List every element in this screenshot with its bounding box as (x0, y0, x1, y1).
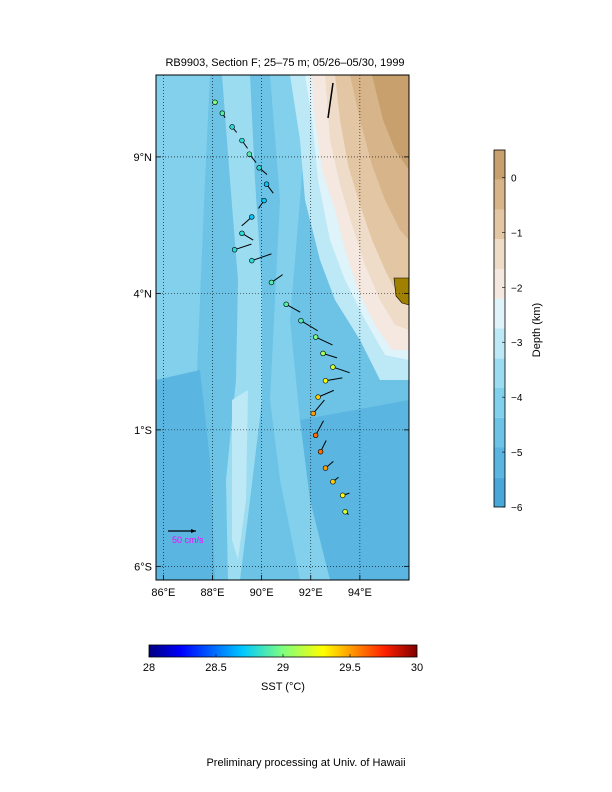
sst-point (322, 465, 329, 471)
velocity-vector (317, 389, 334, 398)
chart-title: RB9903, Section F; 25–75 m; 05/26–05/30,… (165, 57, 404, 69)
sst-tick-label: 30 (411, 662, 423, 674)
y-axis-ticks: 6°S 1°S 4°N 9°N (134, 152, 153, 573)
track-segment (327, 82, 334, 119)
depth-colorbar: 0 −1 −2 −3 −4 −5 −6 Depth (km) (493, 149, 543, 514)
depth-tick-label: −3 (511, 338, 523, 349)
x-tick-label: 86°E (151, 587, 175, 599)
x-axis-ticks: 86°E 88°E 90°E 92°E 94°E (151, 587, 371, 599)
sst-point (317, 449, 324, 455)
velocity-vector (325, 377, 343, 382)
sst-tick-label: 29 (277, 662, 289, 674)
map-frame (155, 74, 410, 581)
x-tick-label: 94°E (348, 587, 372, 599)
footer-note: Preliminary processing at Univ. of Hawai… (206, 757, 405, 769)
sst-tick-label: 29.5 (339, 662, 360, 674)
sst-point (330, 479, 336, 485)
depth-colorbar-swatch (494, 269, 505, 299)
depth-colorbar-swatch (494, 239, 505, 269)
depth-colorbar-swatch (494, 477, 505, 507)
map-gridlines (156, 75, 409, 580)
bathymetry-layer (156, 75, 409, 580)
sst-point (212, 99, 218, 105)
velocity-vector (312, 399, 325, 414)
y-tick-label: 1°S (134, 425, 152, 437)
depth-colorbar-swatch (494, 298, 505, 329)
sst-point (239, 137, 245, 144)
depth-colorbar-swatch (494, 358, 505, 388)
sst-point (261, 197, 267, 204)
sst-point (283, 301, 289, 307)
sst-point (219, 110, 226, 116)
sst-point (229, 124, 235, 130)
depth-colorbar-swatch (494, 417, 505, 448)
sst-point (322, 378, 329, 384)
depth-tick-label: −4 (511, 393, 523, 404)
sst-point (342, 509, 348, 515)
sst-point (298, 317, 304, 324)
sst-point (320, 350, 326, 357)
sst-point (312, 334, 319, 340)
velocity-vector (315, 336, 333, 346)
velocity-vector (251, 253, 272, 262)
x-tick-label: 90°E (250, 587, 274, 599)
depth-colorbar-swatch (494, 179, 505, 210)
sst-point (339, 492, 346, 499)
sst-colorbar-label: SST (°C) (261, 681, 305, 693)
sst-point (330, 364, 336, 370)
x-tick-label: 92°E (299, 587, 323, 599)
sst-point (231, 247, 238, 253)
depth-tick-label: −6 (511, 503, 523, 514)
depth-colorbar-swatch (494, 447, 505, 478)
sst-point (315, 394, 321, 400)
depth-colorbar-swatch (494, 388, 505, 418)
depth-colorbar-swatch (494, 209, 505, 240)
velocity-vector (332, 366, 350, 374)
depth-colorbar-frame (493, 149, 506, 508)
scale-arrow-label: 50 cm/s (172, 535, 204, 545)
sst-point (249, 214, 255, 220)
sst-point (249, 257, 255, 264)
depth-tick-label: −2 (511, 283, 523, 294)
sst-point (310, 410, 316, 417)
velocity-vector (234, 243, 252, 251)
scale-arrow: 50 cm/s (168, 529, 204, 545)
map-panel: 86°E 88°E 90°E 92°E 94°E 6°S 1°S 4°N 9°N 50 cm/… (134, 74, 410, 599)
velocity-vector (300, 320, 318, 332)
x-tick-label: 88°E (201, 587, 225, 599)
depth-tick-label: −5 (511, 448, 523, 459)
y-tick-label: 6°S (134, 561, 152, 573)
sst-point (268, 279, 275, 286)
depth-tick-label: 0 (511, 173, 517, 184)
sst-tick-label: 28.5 (205, 662, 226, 674)
depth-colorbar-swatch (494, 328, 505, 359)
depth-tick-label: −1 (511, 228, 523, 239)
sst-points (212, 99, 348, 515)
y-tick-label: 4°N (134, 288, 153, 300)
velocity-vector (315, 420, 324, 436)
sst-colorbar: 28 28.5 29 29.5 30 SST (°C) (143, 644, 423, 693)
y-tick-label: 9°N (134, 152, 153, 164)
sst-point (312, 432, 319, 439)
sst-point (239, 230, 245, 237)
sst-point (256, 165, 262, 171)
sst-tick-label: 28 (143, 662, 155, 674)
depth-colorbar-label: Depth (km) (531, 303, 543, 357)
depth-colorbar-swatch (494, 150, 505, 180)
sst-point (263, 181, 270, 187)
sst-point (246, 151, 253, 157)
